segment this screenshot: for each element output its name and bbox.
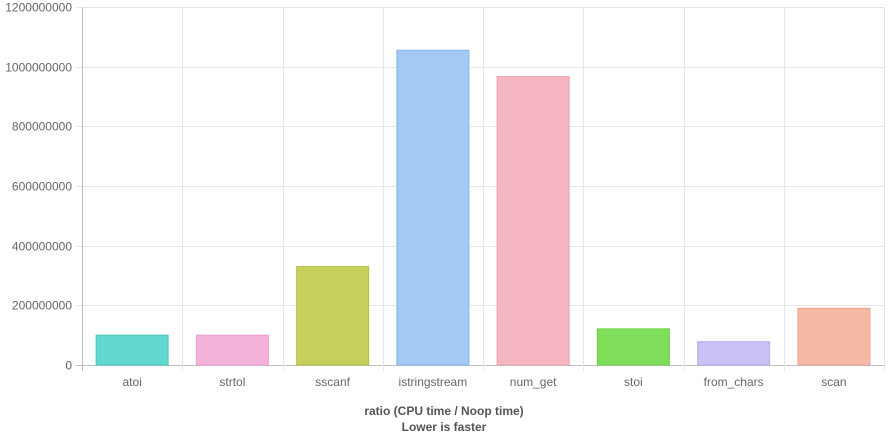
bar-istringstream[interactable] bbox=[396, 49, 470, 366]
bar-strtol[interactable] bbox=[195, 334, 269, 366]
x-axis-title: ratio (CPU time / Noop time) bbox=[364, 404, 523, 418]
y-tick-label: 400000000 bbox=[12, 240, 72, 254]
bar-stoi[interactable] bbox=[596, 328, 670, 366]
bar-sscanf[interactable] bbox=[296, 266, 370, 366]
y-tick-label: 1000000000 bbox=[5, 61, 72, 75]
x-tick-label: from_chars bbox=[704, 375, 764, 389]
bar-from_chars[interactable] bbox=[697, 341, 771, 366]
bar-atoi[interactable] bbox=[95, 334, 169, 366]
x-tick-label: sscanf bbox=[315, 375, 350, 389]
x-tick-label: istringstream bbox=[399, 375, 468, 389]
x-tick-label: stoi bbox=[624, 375, 643, 389]
y-tick-label: 1200000000 bbox=[5, 1, 72, 15]
x-tick-label: num_get bbox=[510, 375, 557, 389]
y-tick-label: 0 bbox=[65, 359, 72, 373]
bars-layer bbox=[95, 49, 871, 366]
bar-num_get[interactable] bbox=[496, 76, 570, 366]
grid-layer bbox=[76, 7, 885, 371]
x-tick-label: scan bbox=[821, 375, 846, 389]
axis-layer: 0 200000000 400000000 600000000 800000000 100… bbox=[5, 1, 846, 390]
x-axis-subtitle: Lower is faster bbox=[402, 420, 487, 434]
y-tick-label: 200000000 bbox=[12, 299, 72, 313]
x-tick-label: atoi bbox=[122, 375, 141, 389]
x-tick-label: strtol bbox=[219, 375, 245, 389]
y-tick-label: 600000000 bbox=[12, 180, 72, 194]
y-tick-label: 800000000 bbox=[12, 120, 72, 134]
bar-scan[interactable] bbox=[797, 307, 871, 366]
